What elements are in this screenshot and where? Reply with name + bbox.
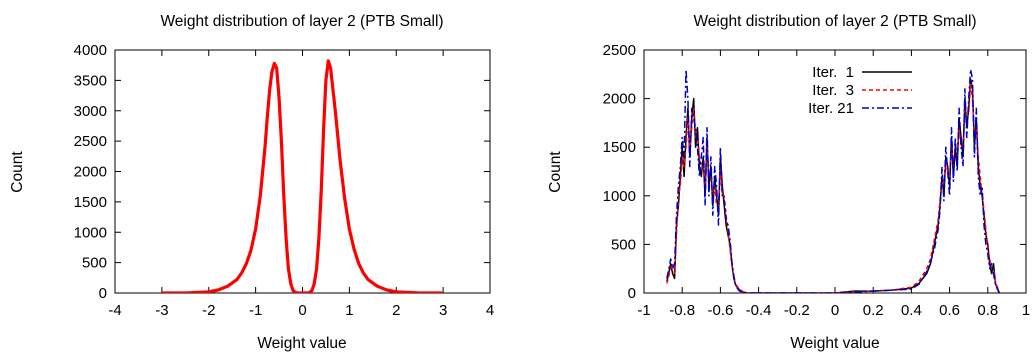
left-chart: Weight distribution of layer 2 (PTB Smal… xyxy=(9,13,494,352)
x-tick-label: 0.6 xyxy=(939,302,960,319)
x-tick-label: 0 xyxy=(831,302,839,319)
y-tick-label: 3000 xyxy=(74,103,107,120)
x-tick-label: -1 xyxy=(637,302,650,319)
x-tick-label: -0.2 xyxy=(784,302,810,319)
x-tick-label: 0.8 xyxy=(977,302,998,319)
x-tick-label: -4 xyxy=(108,302,121,319)
y-tick-label: 2000 xyxy=(74,164,107,181)
y-axis-label: Count xyxy=(9,151,26,193)
chart-title: Weight distribution of layer 2 (PTB Smal… xyxy=(160,13,443,30)
series-layer xyxy=(666,68,1001,293)
plot-frame xyxy=(114,49,491,294)
chart-title: Weight distribution of layer 2 (PTB Smal… xyxy=(693,13,976,30)
legend-label: Iter. 1 xyxy=(812,64,854,81)
x-tick-label: -1 xyxy=(249,302,262,319)
y-tick-label: 0 xyxy=(628,285,636,302)
legend-label: Iter. 21 xyxy=(808,100,854,117)
x-tick-label: 4 xyxy=(486,302,494,319)
y-tick-label: 1000 xyxy=(74,224,107,241)
x-tick-label: 2 xyxy=(392,302,400,319)
axis-ticks: -1 -0.8 -0.6 -0.4 -0.2 0 0.2 0.4 0.6 0.8 1 0 500 1000… xyxy=(603,42,1031,319)
x-tick-label: -0.8 xyxy=(669,302,695,319)
x-tick-label: 1 xyxy=(1022,302,1030,319)
series-layer xyxy=(161,59,444,293)
x-tick-label: -0.4 xyxy=(746,302,772,319)
x-axis-label: Weight value xyxy=(790,335,879,352)
x-tick-label: 3 xyxy=(439,302,447,319)
x-tick-label: 1 xyxy=(345,302,353,319)
y-tick-label: 2000 xyxy=(603,91,636,108)
y-tick-label: 1500 xyxy=(74,194,107,211)
y-tick-label: 2500 xyxy=(74,133,107,150)
x-tick-label: 0.2 xyxy=(863,302,884,319)
right-chart: Weight distribution of layer 2 (PTB Smal… xyxy=(547,13,1030,352)
x-tick-label: -3 xyxy=(155,302,168,319)
x-tick-label: 0 xyxy=(298,302,306,319)
legend-label: Iter. 3 xyxy=(812,82,854,99)
axis-ticks: -4 -3 -2 -1 0 1 2 3 4 0 500 1000 1500 2000 2500 3000 350… xyxy=(74,42,495,319)
y-tick-label: 500 xyxy=(82,255,107,272)
y-tick-label: 2500 xyxy=(603,42,636,59)
x-tick-label: -0.6 xyxy=(707,302,733,319)
x-axis-label: Weight value xyxy=(257,335,346,352)
y-tick-label: 4000 xyxy=(74,42,107,59)
y-tick-label: 1500 xyxy=(603,139,636,156)
series-line-1 xyxy=(161,59,444,293)
y-tick-label: 1000 xyxy=(603,188,636,205)
y-axis-label: Count xyxy=(547,151,564,193)
x-tick-label: 0.4 xyxy=(901,302,922,319)
y-tick-label: 500 xyxy=(611,236,636,253)
y-tick-label: 3500 xyxy=(74,72,107,89)
y-tick-label: 0 xyxy=(99,285,107,302)
x-tick-label: -2 xyxy=(202,302,215,319)
